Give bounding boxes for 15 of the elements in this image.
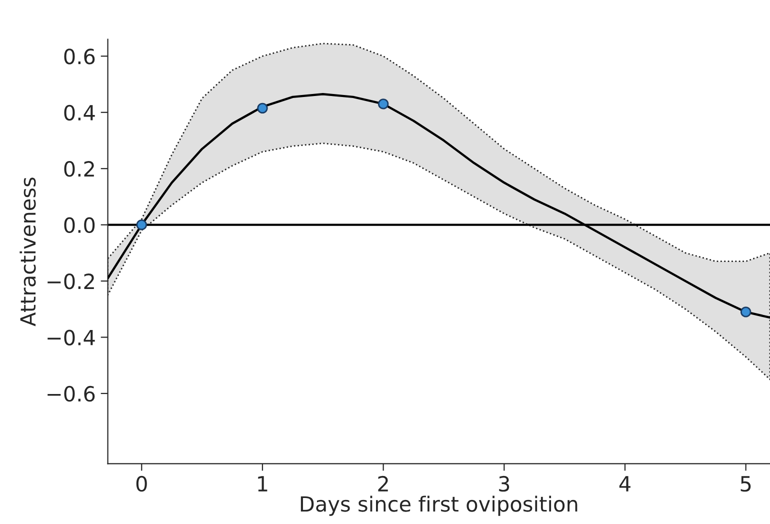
x-tick-label: 1 (258, 476, 268, 492)
x-tick-label: 5 (740, 476, 751, 492)
y-tick-label: 0.6 (64, 48, 95, 64)
x-axis-title: Days since first oviposition (300, 496, 578, 516)
y-tick-label: −0.4 (48, 330, 95, 346)
y-tick-label: 0.0 (64, 217, 95, 234)
x-tick-label: 3 (499, 476, 510, 492)
y-tick-label: −0.2 (48, 273, 94, 290)
y-tick-label: 0.2 (64, 161, 94, 177)
x-tick-label: 4 (619, 476, 630, 492)
y-axis-title: Attractiveness (20, 178, 36, 326)
y-tick-label: −0.6 (48, 386, 95, 402)
x-tick-label: 2 (378, 476, 388, 492)
y-tick-label: 0.4 (64, 104, 95, 121)
x-tick-label: 0 (136, 476, 147, 492)
